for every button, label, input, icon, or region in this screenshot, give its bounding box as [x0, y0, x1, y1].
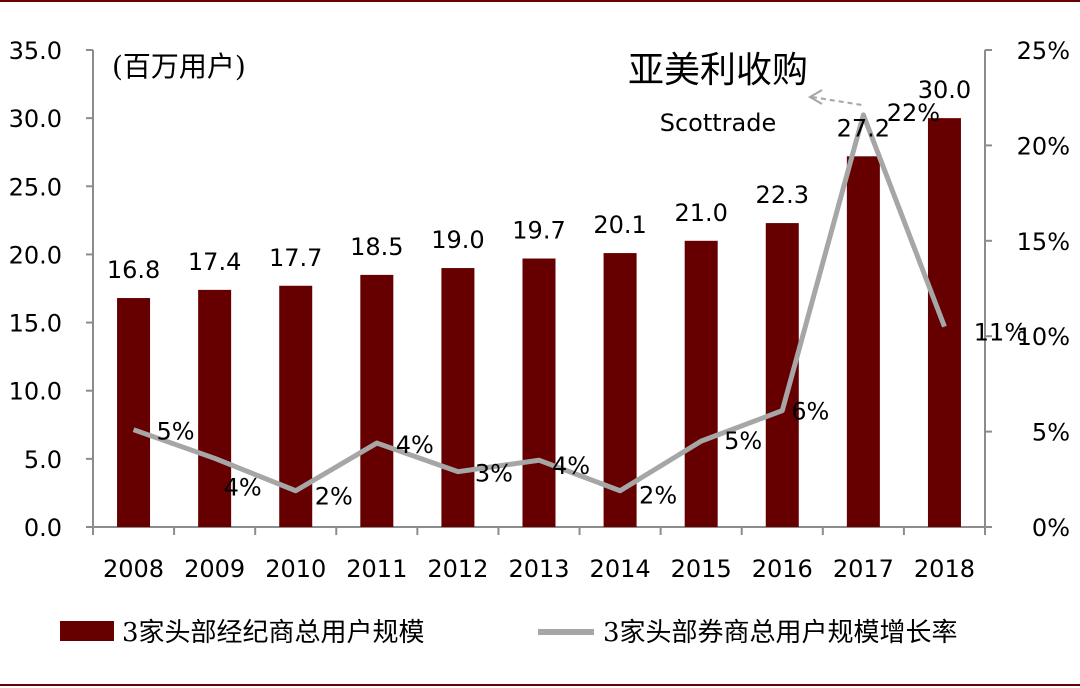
y-left-tick-label: 30.0 — [9, 105, 62, 133]
bar-value-label: 17.7 — [269, 244, 322, 272]
x-tick-label: 2016 — [752, 555, 813, 583]
annotation-line2: Scottrade — [660, 109, 777, 137]
y-right-tick-label: 10% — [1017, 323, 1070, 351]
bar — [522, 258, 556, 527]
y-left-tick-label: 25.0 — [9, 173, 62, 201]
x-tick-label: 2017 — [833, 555, 894, 583]
annotation-arrow — [811, 96, 862, 106]
y-left-tick-label: 0.0 — [24, 514, 62, 542]
y-left-tick-label: 15.0 — [9, 310, 62, 338]
growth-line-layer — [132, 112, 947, 494]
growth-value-label: 2% — [315, 483, 353, 511]
bar-value-label: 21.0 — [674, 199, 727, 227]
annotation-arrowhead — [808, 89, 823, 105]
bar-value-label: 27.2 — [837, 114, 890, 142]
y-right-tick-label: 15% — [1017, 228, 1070, 256]
x-tick-label: 2014 — [590, 555, 651, 583]
bar-value-label: 19.7 — [512, 217, 565, 245]
growth-value-label: 6% — [791, 398, 829, 426]
growth-value-label: 2% — [639, 482, 677, 510]
bar — [846, 156, 880, 527]
growth-line — [132, 112, 947, 494]
bars — [117, 118, 961, 528]
y-left-tick-label: 35.0 — [9, 37, 62, 65]
y-left-tick-label: 20.0 — [9, 241, 62, 269]
bar-value-label: 18.5 — [350, 233, 403, 261]
annotation: 亚美利收购 Scottrade — [628, 50, 862, 137]
legend-line-label: 3家头部券商总用户规模增长率 — [603, 618, 958, 648]
axes: 0.0 5.0 10.0 15.0 20.0 25.0 30.0 35.0 0% 5% 10% 15%… — [9, 37, 1070, 583]
x-tick-label: 2010 — [265, 555, 326, 583]
y-right-tick-label: 25% — [1017, 37, 1070, 65]
x-tick-label: 2012 — [427, 555, 488, 583]
y-right-tick-label: 0% — [1032, 514, 1070, 542]
growth-value-label: 22% — [887, 99, 940, 127]
bar-value-label: 19.0 — [431, 226, 484, 254]
bar — [684, 240, 718, 528]
bar — [360, 274, 394, 527]
growth-value-label: 4% — [396, 431, 434, 459]
x-tick-label: 2018 — [914, 555, 975, 583]
growth-value-label: 4% — [224, 473, 262, 501]
bar-value-label: 17.4 — [188, 248, 241, 276]
y-left-tick-label: 5.0 — [24, 446, 62, 474]
legend: 3家头部经纪商总用户规模 3家头部券商总用户规模增长率 — [60, 618, 958, 648]
legend-bar-label: 3家头部经纪商总用户规模 — [122, 618, 425, 648]
bar — [117, 298, 151, 527]
bar-value-label: 22.3 — [756, 181, 809, 209]
bar-value-label: 16.8 — [107, 256, 160, 284]
growth-value-label: 5% — [724, 427, 762, 455]
growth-value-label: 11% — [974, 319, 1027, 347]
x-tick-label: 2015 — [671, 555, 732, 583]
y-right-tick-label: 5% — [1032, 419, 1070, 447]
y-right-tick-label: 20% — [1017, 132, 1070, 160]
bar — [198, 289, 232, 527]
x-tick-label: 2011 — [346, 555, 407, 583]
unit-label: (百万用户) — [112, 50, 246, 83]
x-tick-label: 2009 — [184, 555, 245, 583]
x-tick-label: 2008 — [103, 555, 164, 583]
growth-value-label: 3% — [475, 460, 513, 488]
bar — [441, 268, 475, 527]
annotation-line1: 亚美利收购 — [628, 50, 808, 91]
bar-value-label: 20.1 — [593, 211, 646, 239]
growth-value-label: 5% — [157, 418, 195, 446]
bottom-border — [0, 684, 1080, 686]
y-left-tick-label: 10.0 — [9, 378, 62, 406]
bar-value-label: 30.0 — [918, 76, 971, 104]
top-border — [0, 0, 1080, 2]
data-labels: 16.8 17.4 17.7 18.5 19.0 19.7 20.1 21.0 22.3 27.2… — [107, 76, 1027, 511]
legend-bar-swatch — [60, 621, 114, 641]
x-tick-label: 2013 — [508, 555, 569, 583]
growth-value-label: 4% — [552, 452, 590, 480]
